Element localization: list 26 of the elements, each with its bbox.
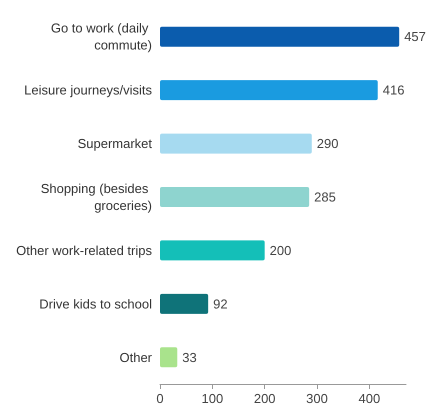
data-label: 200 xyxy=(270,242,292,258)
data-label: 92 xyxy=(213,296,228,312)
x-tick-label: 0 xyxy=(156,391,164,406)
data-label: 33 xyxy=(182,350,197,365)
y-tick-label: Go to work (daily commute) xyxy=(50,20,152,53)
bar xyxy=(160,80,378,100)
bar xyxy=(160,294,208,314)
data-label: 285 xyxy=(314,190,336,204)
x-tick-label: 200 xyxy=(254,391,276,406)
data-label: 290 xyxy=(316,136,338,152)
data-label: 457 xyxy=(404,29,426,44)
bar xyxy=(160,26,400,47)
x-tick-label: 300 xyxy=(306,391,328,406)
y-tick-label: Shopping (besides groceries) xyxy=(40,181,152,213)
y-tick-label: Drive kids to school xyxy=(39,296,152,312)
x-tick-label: 400 xyxy=(358,391,380,406)
y-tick-label: Other xyxy=(119,350,153,365)
y-tick-label: Supermarket xyxy=(78,136,152,152)
y-tick-label: Leisure journeys/visits xyxy=(24,82,152,98)
bar xyxy=(160,134,312,154)
bar xyxy=(160,240,265,260)
x-tick-label: 100 xyxy=(201,391,224,406)
y-tick-label: Other work-related trips xyxy=(16,242,152,258)
bar xyxy=(160,347,178,368)
bar xyxy=(160,187,310,207)
data-label: 416 xyxy=(382,82,404,98)
